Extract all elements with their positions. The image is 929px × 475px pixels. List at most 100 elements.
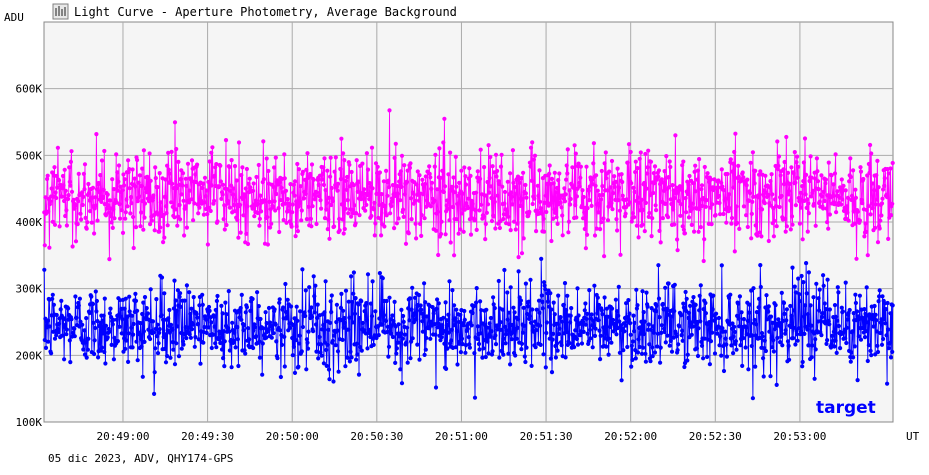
data-point	[212, 324, 217, 329]
data-point	[141, 300, 146, 305]
data-point	[283, 201, 288, 206]
data-point	[353, 221, 358, 226]
data-point	[328, 174, 333, 179]
data-point	[393, 360, 398, 365]
data-point	[479, 308, 484, 313]
data-point	[847, 179, 852, 184]
data-point	[849, 350, 854, 355]
data-point	[879, 213, 884, 218]
data-point	[724, 220, 729, 225]
data-point	[882, 183, 887, 188]
data-point	[354, 357, 359, 362]
data-point	[408, 356, 413, 361]
data-point	[86, 336, 91, 341]
data-point	[109, 214, 114, 219]
data-point	[864, 229, 869, 234]
data-point	[395, 340, 401, 345]
data-point	[392, 155, 397, 160]
data-point	[609, 158, 615, 164]
data-point	[282, 176, 287, 181]
data-point	[727, 206, 732, 211]
light-curve-icon[interactable]	[52, 3, 69, 20]
data-point	[440, 168, 445, 173]
data-point	[217, 331, 222, 336]
data-point	[883, 321, 888, 326]
data-point	[286, 208, 291, 214]
data-point	[319, 206, 324, 211]
data-point	[458, 312, 463, 317]
data-point	[402, 332, 407, 337]
data-point	[84, 226, 89, 231]
data-point	[851, 311, 856, 316]
data-point	[181, 342, 186, 347]
data-point	[362, 328, 367, 333]
data-point	[52, 336, 58, 341]
data-point	[615, 309, 620, 314]
data-point	[244, 231, 249, 236]
data-point	[50, 296, 55, 301]
data-point	[858, 165, 863, 170]
data-point	[73, 239, 79, 244]
data-point	[185, 325, 191, 330]
data-point	[310, 204, 315, 209]
data-point	[174, 308, 179, 313]
data-point	[832, 171, 838, 176]
data-point	[189, 306, 194, 311]
data-point	[252, 214, 257, 219]
plot-area	[42, 21, 895, 423]
data-point	[657, 228, 662, 233]
data-point	[634, 306, 640, 311]
data-point	[377, 271, 382, 276]
data-point	[647, 342, 652, 347]
data-point	[80, 202, 85, 208]
data-point	[255, 290, 260, 295]
data-point	[651, 171, 657, 176]
data-point	[494, 174, 499, 179]
data-point	[519, 341, 525, 346]
data-point	[349, 214, 354, 219]
data-point	[55, 145, 61, 150]
data-point	[775, 335, 780, 340]
data-point	[777, 204, 782, 210]
data-point	[363, 208, 368, 213]
data-point	[288, 182, 293, 187]
data-point	[596, 318, 601, 323]
data-point	[261, 139, 266, 144]
data-point	[177, 294, 182, 299]
data-point	[826, 160, 831, 165]
data-point	[203, 194, 208, 199]
data-point	[813, 337, 818, 342]
data-point	[332, 169, 337, 174]
data-point	[42, 243, 47, 248]
y-tick-label: 300K	[16, 283, 43, 296]
data-point	[196, 322, 201, 327]
data-point	[639, 319, 644, 324]
data-point	[524, 195, 529, 200]
data-point	[598, 333, 603, 338]
data-point	[155, 351, 161, 356]
data-point	[628, 321, 633, 326]
data-point	[257, 223, 262, 228]
data-point	[314, 349, 319, 354]
data-point	[205, 212, 210, 217]
data-point	[633, 356, 638, 361]
data-point	[834, 350, 839, 355]
data-point	[167, 330, 172, 335]
data-point	[82, 328, 87, 333]
data-point	[354, 341, 359, 346]
data-point	[746, 198, 752, 203]
data-point	[665, 215, 671, 220]
x-tick-label: 20:52:00	[604, 430, 657, 443]
data-point	[278, 374, 283, 380]
data-point	[569, 306, 574, 311]
data-point	[467, 345, 472, 350]
data-point	[550, 195, 555, 200]
chart-title: Light Curve - Aperture Photometry, Avera…	[74, 5, 457, 19]
data-point	[303, 288, 308, 293]
data-point	[490, 164, 495, 169]
data-point	[574, 215, 579, 220]
data-point	[389, 204, 394, 209]
data-point	[835, 318, 840, 323]
data-point	[344, 187, 349, 192]
data-point	[767, 185, 773, 190]
